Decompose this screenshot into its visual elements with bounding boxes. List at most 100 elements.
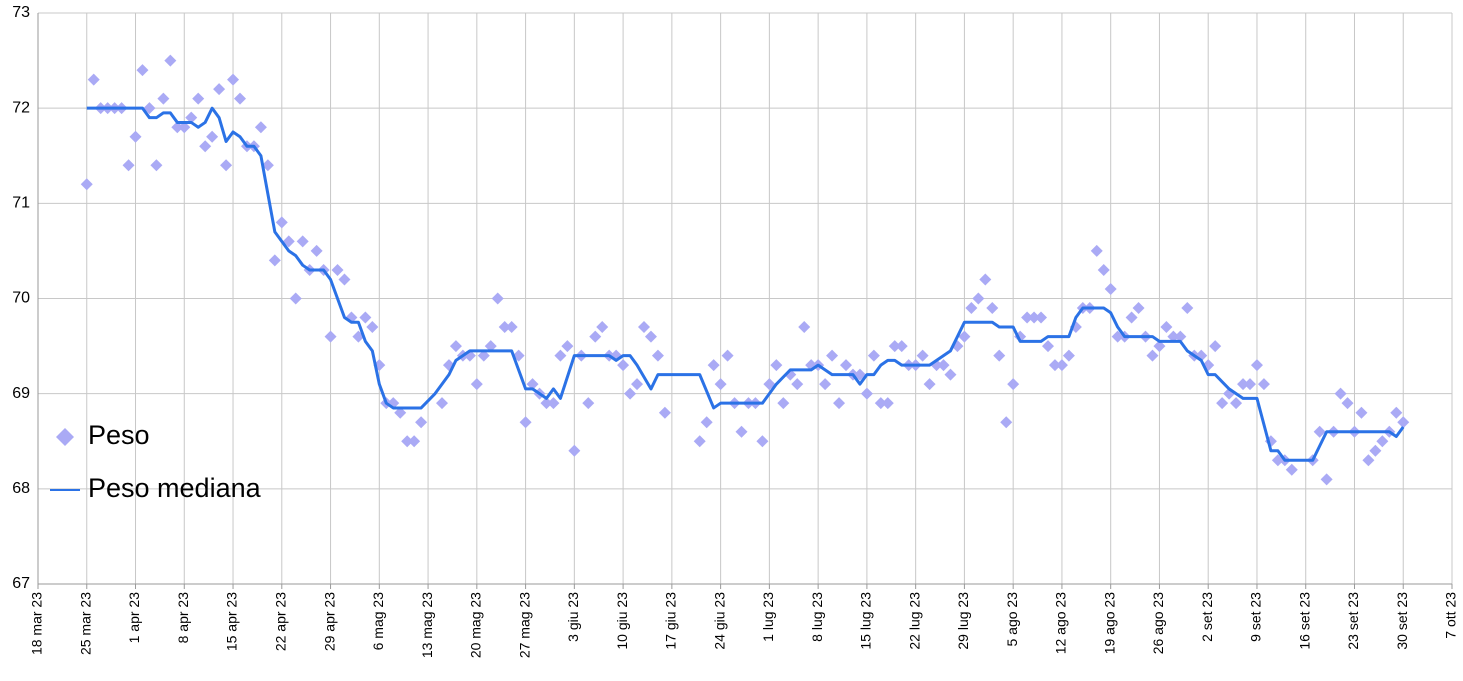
data-point (80, 178, 93, 191)
data-point (888, 340, 901, 353)
data-point (700, 416, 713, 429)
data-point (275, 216, 288, 229)
data-point (1376, 435, 1389, 448)
x-tick-label: 26 ago 23 (1150, 592, 1166, 654)
data-point (707, 359, 720, 372)
data-point (1355, 406, 1368, 419)
data-point (916, 349, 929, 362)
data-point (651, 349, 664, 362)
data-point (1021, 311, 1034, 324)
data-point (491, 292, 504, 305)
data-point (1000, 416, 1013, 429)
x-tick-label: 1 apr 23 (126, 592, 142, 644)
data-point (408, 435, 421, 448)
data-point (1028, 311, 1041, 324)
data-point (965, 302, 978, 315)
data-point (87, 73, 100, 86)
data-point (296, 235, 309, 248)
data-point (129, 130, 142, 143)
data-point (972, 292, 985, 305)
data-point (1167, 330, 1180, 343)
data-point (582, 397, 595, 410)
data-point (1257, 378, 1270, 391)
y-tick-label: 72 (12, 99, 30, 116)
x-tick-label: 16 set 23 (1296, 592, 1312, 650)
legend-marker (56, 428, 74, 446)
data-point (568, 444, 581, 457)
data-point (721, 349, 734, 362)
data-point (944, 368, 957, 381)
data-point (881, 397, 894, 410)
data-point (819, 378, 832, 391)
data-point (359, 311, 372, 324)
data-point (1209, 340, 1222, 353)
data-point (735, 425, 748, 438)
data-point (1313, 425, 1326, 438)
data-point (178, 121, 191, 134)
data-point (449, 340, 462, 353)
data-point (470, 378, 483, 391)
data-point (338, 273, 351, 286)
data-point (624, 387, 637, 400)
legend-label: Peso (88, 420, 150, 450)
data-line (86, 106, 1405, 462)
data-point (150, 159, 163, 172)
x-tick-label: 24 giu 23 (711, 592, 727, 650)
data-point (1048, 359, 1061, 372)
data-point (1230, 397, 1243, 410)
x-tick-label: 22 apr 23 (272, 592, 288, 651)
data-point (1125, 311, 1138, 324)
data-point (505, 321, 518, 334)
x-tick-label: 7 ott 23 (1443, 592, 1459, 639)
data-point (937, 359, 950, 372)
x-tick-label: 23 set 23 (1345, 592, 1361, 650)
x-tick-label: 19 ago 23 (1101, 592, 1117, 654)
data-point (596, 321, 609, 334)
data-point (874, 397, 887, 410)
data-point (157, 92, 170, 105)
data-point (833, 397, 846, 410)
data-point (220, 159, 233, 172)
data-point (979, 273, 992, 286)
data-point (644, 330, 657, 343)
data-point (791, 378, 804, 391)
data-point (589, 330, 602, 343)
data-point (826, 349, 839, 362)
data-point (693, 435, 706, 448)
data-point (1362, 454, 1375, 467)
x-tick-label: 8 lug 23 (809, 592, 825, 642)
data-point (136, 64, 149, 77)
data-point (1160, 321, 1173, 334)
data-point (867, 349, 880, 362)
x-tick-label: 18 mar 23 (29, 592, 45, 655)
legend-label: Peso mediana (88, 473, 262, 503)
data-point (631, 378, 644, 391)
y-tick-label: 68 (12, 480, 30, 497)
data-point (289, 292, 302, 305)
data-point (860, 387, 873, 400)
x-tick-label: 15 lug 23 (858, 592, 874, 650)
data-point (1035, 311, 1048, 324)
x-tick-label: 13 mag 23 (419, 592, 435, 658)
data-point (1320, 473, 1333, 486)
data-point (192, 92, 205, 105)
data-point (986, 302, 999, 315)
y-tick-label: 70 (12, 290, 30, 307)
data-point (171, 121, 184, 134)
data-point (993, 349, 1006, 362)
data-point (658, 406, 671, 419)
x-tick-label: 1 lug 23 (760, 592, 776, 642)
data-point (401, 435, 414, 448)
data-point (617, 359, 630, 372)
y-tick-label: 73 (12, 4, 30, 21)
data-point (331, 263, 344, 276)
data-point (324, 330, 337, 343)
data-point (1334, 387, 1347, 400)
x-tick-label: 20 mag 23 (468, 592, 484, 658)
data-point (895, 340, 908, 353)
data-point (122, 159, 135, 172)
data-point (840, 359, 852, 372)
data-point (1216, 397, 1229, 410)
x-tick-label: 3 giu 23 (565, 592, 581, 642)
data-point (394, 406, 407, 419)
